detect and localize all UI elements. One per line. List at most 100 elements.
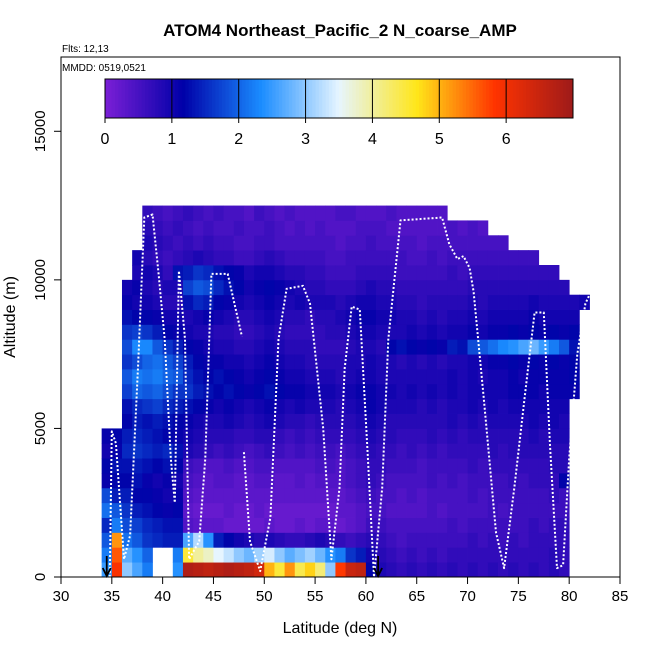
- heatmap-cell: [284, 547, 296, 563]
- colorbar-segment: [171, 79, 176, 118]
- heatmap-cell: [477, 250, 489, 266]
- heatmap-cell: [315, 473, 326, 489]
- heatmap-cell: [182, 502, 194, 518]
- heatmap-cell: [335, 309, 346, 325]
- heatmap-cell: [213, 398, 225, 414]
- heatmap-cell: [203, 562, 214, 578]
- heatmap-cell: [518, 502, 529, 518]
- heatmap-cell: [223, 443, 235, 459]
- heatmap-cell: [538, 502, 550, 518]
- heatmap-cell: [335, 547, 346, 563]
- colorbar-segment: [278, 79, 283, 118]
- heatmap-cell: [548, 458, 560, 474]
- heatmap-cell: [548, 339, 560, 355]
- heatmap-cell: [345, 294, 357, 310]
- heatmap-cell: [203, 205, 214, 221]
- heatmap-cell: [487, 250, 499, 266]
- heatmap-cell: [498, 532, 509, 548]
- heatmap-cell: [274, 220, 285, 236]
- heatmap-cell: [365, 205, 377, 221]
- heatmap-cell: [467, 458, 479, 474]
- heatmap-cell: [569, 309, 580, 325]
- heatmap-cell: [132, 532, 143, 548]
- colorbar-segment: [519, 79, 524, 118]
- heatmap-cell: [233, 428, 245, 444]
- colorbar-segment: [242, 79, 246, 118]
- heatmap-cell: [203, 265, 214, 281]
- colorbar-segment: [138, 79, 143, 118]
- heatmap-cell: [487, 502, 499, 518]
- heatmap-cell: [254, 487, 265, 504]
- heatmap-cell: [304, 443, 316, 459]
- heatmap-cell: [254, 205, 265, 221]
- heatmap-cell: [518, 250, 529, 266]
- heatmap-cell: [355, 354, 367, 370]
- heatmap-cell: [142, 250, 153, 266]
- heatmap-cell: [396, 324, 407, 340]
- heatmap-cell: [437, 309, 448, 325]
- heatmap-cell: [335, 205, 346, 221]
- heatmap-cell: [365, 517, 377, 533]
- heatmap-cell: [345, 220, 357, 236]
- heatmap-cell: [365, 428, 377, 444]
- heatmap-cell: [172, 517, 184, 533]
- heatmap-cell: [437, 324, 448, 340]
- heatmap-cell: [498, 383, 509, 400]
- heatmap-cell: [254, 428, 265, 444]
- heatmap-cell: [457, 235, 468, 251]
- ground-arrows: [101, 556, 383, 579]
- heatmap-cell: [447, 265, 458, 281]
- heatmap-cell: [345, 562, 357, 578]
- colorbar-segment: [559, 79, 564, 118]
- heatmap-cell: [447, 369, 458, 385]
- colorbar-segment: [395, 79, 400, 118]
- heatmap-cell: [152, 443, 164, 459]
- heatmap-cell: [152, 473, 164, 489]
- colorbar-segment: [472, 79, 477, 118]
- heatmap-cell: [518, 294, 529, 310]
- heatmap-cell: [264, 369, 275, 385]
- heatmap-cell: [213, 324, 225, 340]
- heatmap-cell: [274, 354, 285, 370]
- heatmap-cell: [325, 265, 336, 281]
- heatmap-cell: [477, 309, 489, 325]
- heatmap-cell: [294, 428, 306, 444]
- heatmap-cell: [365, 398, 377, 414]
- heatmap-cell: [264, 532, 275, 548]
- heatmap-cell: [477, 279, 489, 296]
- heatmap-cell: [477, 324, 489, 340]
- heatmap-cell: [559, 473, 570, 489]
- heatmap-cell: [304, 309, 316, 325]
- heatmap-cell: [548, 428, 560, 444]
- heatmap-cell: [315, 265, 326, 281]
- heatmap-cell: [142, 309, 153, 325]
- heatmap-cell: [172, 502, 184, 518]
- heatmap-cell: [294, 294, 306, 310]
- heatmap-cell: [528, 502, 540, 518]
- colorbar-segment: [529, 79, 534, 118]
- heatmap-cell: [467, 324, 479, 340]
- colorbar-segment: [462, 79, 467, 118]
- heatmap-cell: [294, 220, 306, 236]
- heatmap-cell: [437, 428, 448, 444]
- heatmap-cell: [193, 443, 204, 459]
- heatmap-cell: [162, 428, 174, 444]
- heatmap-cell: [101, 502, 113, 518]
- heatmap-cell: [559, 309, 570, 325]
- colorbar-segment: [145, 79, 149, 118]
- colorbar-segment: [298, 79, 303, 118]
- heatmap-cell: [538, 473, 550, 489]
- heatmap-cell: [508, 443, 519, 459]
- heatmap-cell: [325, 309, 336, 325]
- heatmap-cell: [528, 473, 540, 489]
- heatmap-cell: [406, 562, 418, 578]
- heatmap-cell: [528, 458, 540, 474]
- heatmap-cell: [467, 250, 479, 266]
- heatmap-cell: [213, 383, 225, 400]
- heatmap-cell: [162, 250, 174, 266]
- colorbar-tick-label: 2: [234, 131, 243, 148]
- heatmap-cell: [121, 339, 133, 355]
- heatmap-cell: [203, 547, 214, 563]
- heatmap-cell: [294, 309, 306, 325]
